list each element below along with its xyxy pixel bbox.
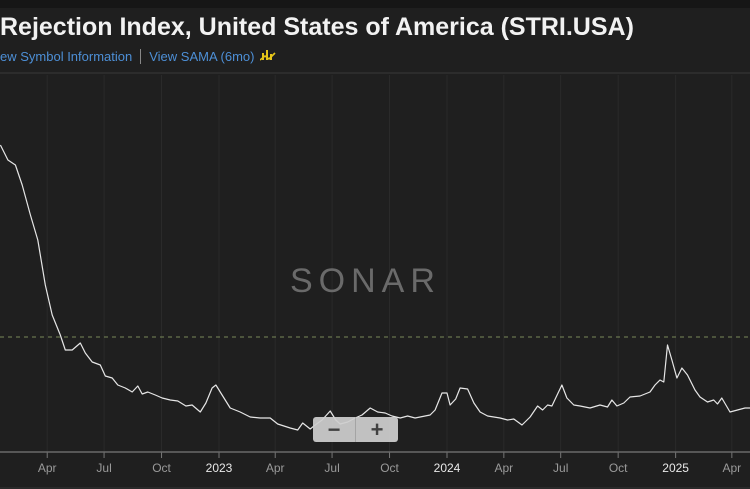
zoom-out-button[interactable]: − <box>313 417 356 442</box>
header-divider <box>0 72 750 74</box>
x-tick-label: 2024 <box>434 461 461 475</box>
x-tick-label: Apr <box>38 461 57 475</box>
x-tick-label: Apr <box>723 461 742 475</box>
x-tick-label: Apr <box>495 461 514 475</box>
bottom-divider <box>0 487 750 489</box>
x-tick-label: Jul <box>324 461 339 475</box>
zoom-in-button[interactable]: + <box>370 416 384 442</box>
chart-spark-icon[interactable] <box>259 48 277 65</box>
x-tick-label: 2023 <box>206 461 233 475</box>
x-tick-label: Oct <box>380 461 399 475</box>
header-links: ew Symbol Information View SAMA (6mo) <box>0 48 277 65</box>
top-strip <box>0 0 750 8</box>
x-tick-label: Oct <box>152 461 171 475</box>
view-symbol-information-link[interactable]: ew Symbol Information <box>0 49 133 64</box>
view-sama-link[interactable]: View SAMA (6mo) <box>149 49 255 64</box>
x-tick-label: Jul <box>553 461 568 475</box>
zoom-controls: − + <box>313 417 398 442</box>
x-tick-label: Jul <box>96 461 111 475</box>
sonar-watermark: SONAR <box>290 262 441 300</box>
x-tick-label: Oct <box>609 461 628 475</box>
link-divider <box>140 49 142 64</box>
x-tick-label: 2025 <box>662 461 689 475</box>
x-tick-label: Apr <box>266 461 285 475</box>
page-title: Rejection Index, United States of Americ… <box>0 13 634 41</box>
